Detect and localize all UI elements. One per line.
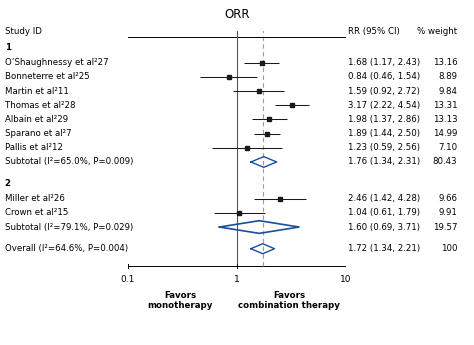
Text: 10: 10 [340, 275, 352, 284]
Text: ORR: ORR [224, 8, 250, 21]
Text: 1.68 (1.17, 2.43): 1.68 (1.17, 2.43) [348, 58, 420, 67]
Text: RR (95% CI): RR (95% CI) [348, 27, 400, 36]
Text: Subtotal (I²=65.0%, P=0.009): Subtotal (I²=65.0%, P=0.009) [5, 157, 133, 167]
Text: Favors
combination therapy: Favors combination therapy [238, 291, 340, 310]
Text: Sparano et al²7: Sparano et al²7 [5, 129, 72, 138]
Text: 7.10: 7.10 [438, 143, 457, 152]
Text: 13.31: 13.31 [433, 101, 457, 110]
Text: Bonneterre et al²25: Bonneterre et al²25 [5, 72, 90, 81]
Text: Albain et al²29: Albain et al²29 [5, 115, 68, 124]
Text: 8.89: 8.89 [438, 72, 457, 81]
Text: 1: 1 [5, 43, 11, 52]
Text: Subtotal (I²=79.1%, P=0.029): Subtotal (I²=79.1%, P=0.029) [5, 223, 133, 231]
Text: 100: 100 [441, 244, 457, 253]
Text: 1.72 (1.34, 2.21): 1.72 (1.34, 2.21) [348, 244, 420, 253]
Text: 0.1: 0.1 [121, 275, 135, 284]
Text: 9.84: 9.84 [438, 87, 457, 96]
Text: Thomas et al²28: Thomas et al²28 [5, 101, 75, 110]
Text: 1: 1 [234, 275, 240, 284]
Text: 3.17 (2.22, 4.54): 3.17 (2.22, 4.54) [348, 101, 420, 110]
Text: Favors
monotherapy: Favors monotherapy [147, 291, 213, 310]
Text: Study ID: Study ID [5, 27, 42, 36]
Text: 1.23 (0.59, 2.56): 1.23 (0.59, 2.56) [348, 143, 420, 152]
Text: 19.57: 19.57 [433, 223, 457, 231]
Text: Pallis et al²12: Pallis et al²12 [5, 143, 63, 152]
Text: Martin et al²11: Martin et al²11 [5, 87, 69, 96]
Text: 14.99: 14.99 [433, 129, 457, 138]
Text: 2: 2 [5, 179, 11, 188]
Text: Miller et al²26: Miller et al²26 [5, 194, 64, 203]
Text: 1.76 (1.34, 2.31): 1.76 (1.34, 2.31) [348, 157, 420, 167]
Text: 13.16: 13.16 [433, 58, 457, 67]
Text: 9.91: 9.91 [438, 208, 457, 217]
Text: 1.60 (0.69, 3.71): 1.60 (0.69, 3.71) [348, 223, 420, 231]
Text: O’Shaughnessy et al²27: O’Shaughnessy et al²27 [5, 58, 109, 67]
Text: % weight: % weight [417, 27, 457, 36]
Text: 1.59 (0.92, 2.72): 1.59 (0.92, 2.72) [348, 87, 420, 96]
Text: 2.46 (1.42, 4.28): 2.46 (1.42, 4.28) [348, 194, 420, 203]
Text: 9.66: 9.66 [438, 194, 457, 203]
Text: 80.43: 80.43 [433, 157, 457, 167]
Text: 1.89 (1.44, 2.50): 1.89 (1.44, 2.50) [348, 129, 420, 138]
Text: 0.84 (0.46, 1.54): 0.84 (0.46, 1.54) [348, 72, 420, 81]
Text: 1.98 (1.37, 2.86): 1.98 (1.37, 2.86) [348, 115, 420, 124]
Text: 1.04 (0.61, 1.79): 1.04 (0.61, 1.79) [348, 208, 420, 217]
Text: Overall (I²=64.6%, P=0.004): Overall (I²=64.6%, P=0.004) [5, 244, 128, 253]
Text: Crown et al²15: Crown et al²15 [5, 208, 68, 217]
Text: 13.13: 13.13 [433, 115, 457, 124]
